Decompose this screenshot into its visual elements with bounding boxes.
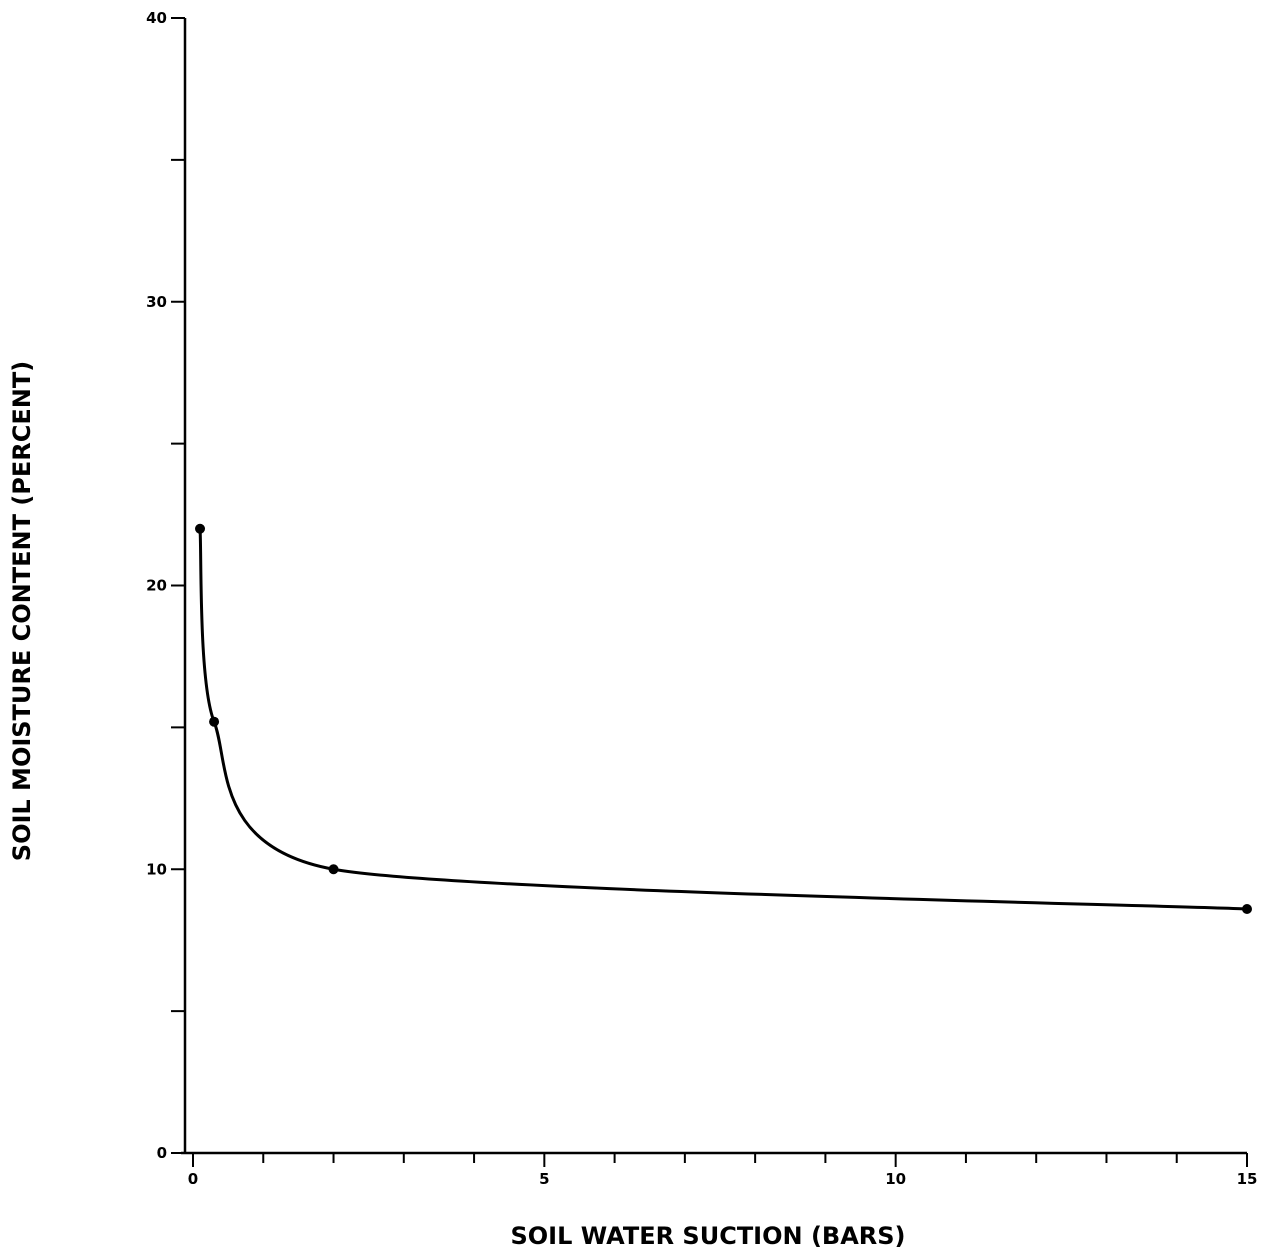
y-tick-label: 30: [146, 293, 167, 311]
x-tick-label: 5: [539, 1170, 549, 1188]
tick-labels: 0 5 10 15 0 10 20 30 40: [146, 9, 1257, 1188]
x-tick-label: 15: [1237, 1170, 1258, 1188]
data-point: [1242, 903, 1252, 914]
data-point: [328, 864, 339, 875]
x-tick-label: 10: [885, 1170, 906, 1188]
series-layer: [195, 523, 1252, 914]
y-tick-label: 20: [146, 577, 167, 595]
axes: [181, 18, 1247, 1155]
y-axis-title: SOIL MOISTURE CONTENT (PERCENT): [8, 361, 36, 861]
y-tick-label: 10: [146, 860, 167, 878]
data-point: [209, 716, 220, 727]
x-axis-title: SOIL WATER SUCTION (BARS): [510, 1222, 905, 1250]
series-line: [198, 528, 1248, 911]
ticks: [171, 17, 1248, 1167]
y-tick-label: 0: [157, 1144, 167, 1162]
y-tick-label: 40: [146, 9, 167, 27]
x-tick-label: 0: [188, 1170, 198, 1188]
data-point: [195, 523, 206, 534]
